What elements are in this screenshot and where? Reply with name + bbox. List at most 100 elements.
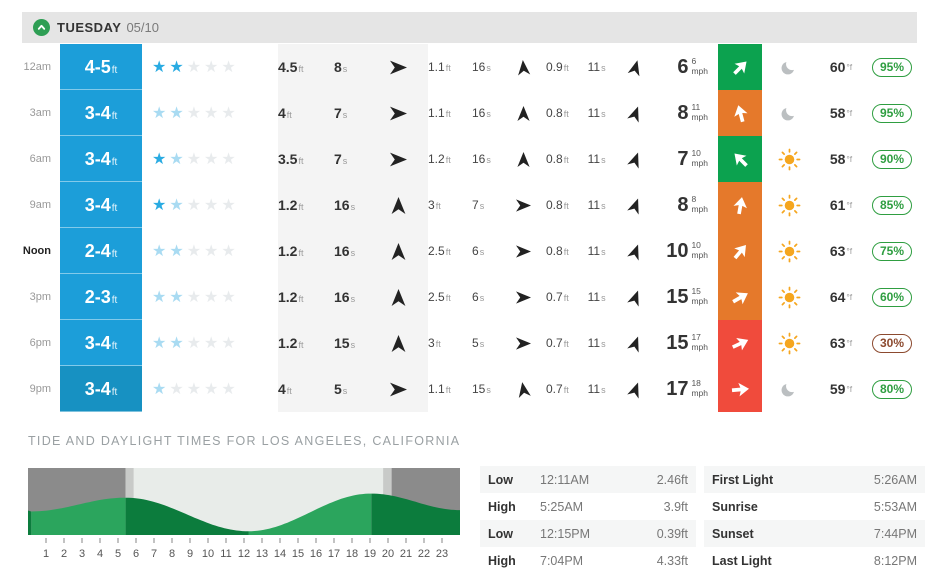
probability-cell: 75%	[866, 241, 918, 261]
unit-label: ft	[298, 202, 304, 212]
star-icon: ★	[186, 381, 205, 398]
temperature-cell: 58 °f	[816, 151, 866, 167]
star-rating: ★★★★★	[142, 57, 246, 77]
unit-label: s	[479, 247, 485, 257]
star-icon: ★	[204, 59, 222, 76]
star-icon: ★	[221, 335, 239, 352]
hour-tick-label: 4	[97, 548, 103, 560]
daylight-time: 7:44PM	[873, 526, 917, 541]
unit-label: s	[601, 247, 606, 257]
star-icon: ★	[204, 289, 222, 306]
secondary-swell-cell: 1.1 ft 16 s	[428, 105, 546, 121]
unit-label: ft	[445, 63, 451, 73]
secondary-swell-period: 5	[472, 336, 479, 350]
hour-tick-label: 7	[151, 548, 157, 560]
star-icon: ★	[221, 197, 239, 214]
surf-height-value: 3-4	[84, 332, 111, 353]
wind-speed-unit: mph	[691, 204, 708, 214]
collapse-chevron-icon[interactable]	[33, 19, 50, 36]
tertiary-swell-cell: 0.7 ft 11 s	[546, 381, 652, 399]
unit-label: s	[479, 293, 485, 303]
surf-height-cell: 3-4 ft	[60, 320, 142, 366]
unit-label: ft	[563, 339, 569, 349]
tide-time: 12:11AM	[540, 472, 590, 487]
surf-height-value: 3-4	[84, 378, 111, 399]
probability-cell: 95%	[866, 103, 918, 123]
tide-row: Low 12:15PM 0.39ft	[480, 520, 696, 547]
primary-swell-height: 4	[278, 381, 286, 397]
day-header-bar[interactable]: TUESDAY 05/10	[22, 12, 917, 43]
tertiary-swell-cell: 0.8 ft 11 s	[546, 197, 652, 215]
surf-height-value: 2-3	[84, 286, 111, 307]
wind-speed-cell: 7 10 mph	[652, 148, 718, 171]
unit-label: s	[601, 385, 606, 395]
temperature-value: 58	[829, 151, 846, 167]
secondary-swell-period: 6	[472, 290, 479, 304]
unit-label: s	[350, 340, 356, 350]
wind-speed-value: 15	[666, 285, 689, 308]
temperature-cell: 63 °f	[816, 335, 866, 351]
swell-direction-arrow-icon	[389, 106, 407, 120]
unit-label: ft	[445, 155, 451, 165]
tide-time: 12:15PM	[540, 526, 591, 541]
star-icon: ★	[186, 197, 205, 214]
daylight-times-table: First Light 5:26AM Sunrise 5:53AM Sunset…	[704, 466, 925, 574]
tertiary-swell-height: 0.8	[546, 244, 563, 258]
hour-tick-label: 17	[328, 548, 340, 560]
probability-badge: 80%	[871, 379, 913, 399]
weather-cell	[762, 194, 816, 217]
tertiary-swell-period: 11	[587, 198, 601, 212]
temperature-unit: °f	[846, 200, 853, 210]
wind-speed-unit: mph	[691, 112, 708, 122]
star-icon: ★	[221, 59, 239, 76]
tertiary-swell-cell: 0.8 ft 11 s	[546, 151, 652, 169]
wind-speed-unit: mph	[691, 250, 708, 260]
weather-cell	[762, 240, 816, 263]
temperature-value: 60	[829, 59, 846, 75]
daylight-row: Sunrise 5:53AM	[704, 493, 925, 520]
unit-label: ft	[563, 385, 569, 395]
swell-direction-arrow-icon	[389, 60, 407, 74]
swell-direction-arrow-icon	[627, 151, 640, 169]
primary-swell-cell: 1.2 ft 15 s	[278, 320, 428, 366]
tide-time: 7:04PM	[540, 553, 584, 568]
surf-height-unit: ft	[111, 110, 118, 122]
surf-height-value: 4-5	[84, 56, 111, 77]
wind-direction-cell	[718, 44, 762, 90]
swell-direction-arrow-icon	[389, 152, 407, 166]
wind-speed-value: 15	[666, 331, 689, 354]
probability-cell: 60%	[866, 287, 918, 307]
star-icon: ★	[186, 243, 205, 260]
surf-height-cell: 3-4 ft	[60, 182, 142, 228]
star-icon: ★	[221, 289, 239, 306]
daylight-label: First Light	[712, 472, 774, 487]
swell-direction-arrow-icon	[627, 335, 640, 353]
wind-direction-cell	[718, 320, 762, 366]
surf-height-cell: 3-4 ft	[60, 90, 142, 136]
swell-direction-arrow-icon	[389, 382, 407, 396]
hour-tick-label: 19	[364, 548, 376, 560]
secondary-swell-period: 16	[472, 60, 486, 74]
hour-tick-label: 2	[61, 548, 67, 560]
temperature-cell: 64 °f	[816, 289, 866, 305]
row-time-label: 9pm	[29, 383, 51, 395]
star-rating: ★★★★★	[142, 195, 246, 215]
surf-height-cell: 3-4 ft	[60, 366, 142, 412]
unit-label: ft	[298, 156, 304, 166]
tertiary-swell-height: 0.8	[546, 152, 563, 166]
tide-times-table: Low 12:11AM 2.46ft High 5:25AM 3.9ft Low…	[480, 466, 696, 574]
secondary-swell-height: 2.5	[428, 244, 445, 258]
probability-badge: 60%	[871, 287, 913, 307]
primary-swell-period: 5	[334, 381, 342, 397]
swell-direction-arrow-icon	[627, 381, 640, 399]
surf-height-unit: ft	[111, 294, 118, 306]
swell-direction-arrow-icon	[515, 336, 531, 350]
star-icon: ★	[152, 335, 170, 352]
unit-label: s	[342, 386, 348, 396]
wind-direction-cell	[718, 228, 762, 274]
primary-swell-height: 1.2	[278, 335, 298, 351]
wind-direction-arrow-icon	[733, 196, 747, 214]
swell-direction-arrow-icon	[627, 243, 640, 261]
